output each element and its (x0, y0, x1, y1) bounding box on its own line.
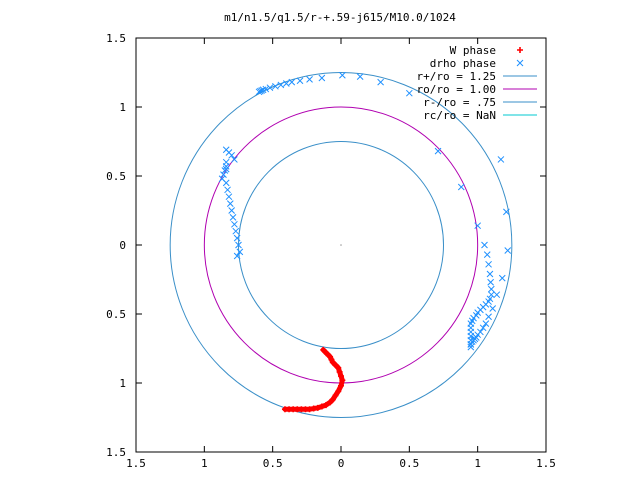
w-phase-series (281, 346, 346, 413)
legend-label: rc/ro = NaN (423, 109, 496, 122)
w-phase-point (322, 402, 329, 409)
drho-phase-point (339, 71, 346, 79)
drho-phase-point (235, 241, 242, 249)
y-tick-label: 1.5 (106, 32, 126, 45)
legend-label: r-/ro = .75 (423, 96, 496, 109)
drho-phase-point (232, 227, 240, 235)
drho-phase-point (467, 343, 475, 351)
y-tick-label: 1.5 (106, 446, 126, 459)
drho-phase-point (229, 214, 237, 221)
drho-phase-point (262, 85, 270, 93)
legend-sample (516, 59, 524, 67)
drho-phase-point (306, 76, 313, 83)
x-tick-label: 1.5 (536, 457, 556, 470)
drho-phase-point (434, 147, 442, 155)
drho-phase-point (318, 74, 326, 82)
x-tick-label: 0 (338, 457, 345, 470)
chart-title: m1/n1.5/q1.5/r-+.59-j615/M10.0/1024 (224, 11, 456, 24)
axes: 1.5 1 0.5 0 0.5 1 1.51.510.500.511.5 (106, 32, 556, 470)
drho-phase-point (224, 186, 231, 194)
drho-phase-point (493, 291, 501, 299)
drho-phase-point (485, 313, 492, 321)
circle-r-ro (169, 72, 513, 418)
drho-phase-point (222, 146, 230, 154)
drho-phase-point (377, 78, 384, 86)
drho-phase-point (228, 207, 236, 214)
drho-phase-point (356, 73, 364, 80)
y-tick-label: 0.5 (106, 308, 126, 321)
w-phase-point (332, 392, 339, 399)
y-tick-label: 0 (119, 239, 126, 252)
drho-phase-point (233, 234, 241, 242)
drho-phase-point (487, 285, 495, 293)
x-tick-label: 1 (201, 457, 208, 470)
w-phase-point (339, 377, 346, 384)
drho-phase-point (231, 220, 238, 228)
drho-phase-point (222, 179, 230, 187)
drho-phase-point (479, 324, 487, 332)
drho-phase-point (277, 81, 285, 89)
w-phase-point (314, 404, 321, 411)
w-phase-point (320, 346, 327, 353)
data-points (218, 71, 512, 413)
drho-phase-point (487, 291, 495, 299)
drho-phase-point (504, 247, 512, 254)
x-tick-label: 1 (474, 457, 481, 470)
drho-phase-point (485, 260, 492, 268)
drho-phase-point (487, 278, 495, 286)
drho-phase-point (266, 84, 274, 92)
x-tick-label: 1.5 (126, 457, 146, 470)
drho-phase-point (483, 251, 491, 259)
drho-phase-point (457, 183, 465, 191)
drho-phase-point (498, 274, 506, 282)
drho-phase-point (296, 77, 304, 85)
y-tick-label: 1 (119, 377, 126, 390)
w-phase-point (335, 388, 342, 395)
w-phase-point (329, 396, 336, 403)
drho-phase-point (288, 78, 296, 86)
drho-phase-point (497, 156, 505, 163)
reference-circles (169, 72, 513, 418)
drho-phase-point (226, 200, 234, 207)
drho-phase-point (486, 270, 494, 278)
w-phase-point (318, 403, 325, 410)
drho-phase-point (231, 156, 238, 163)
center-dot (340, 244, 342, 246)
drho-phase-point (482, 320, 490, 328)
drho-phase-point (481, 241, 488, 249)
drho-phase-point (220, 171, 227, 178)
w-phase-point (336, 368, 343, 375)
drho-phase-point (225, 193, 233, 201)
legend-label: ro/ro = 1.00 (417, 83, 496, 96)
x-tick-label: 0.5 (399, 457, 419, 470)
x-tick-label: 0.5 (263, 457, 283, 470)
w-phase-point (338, 373, 344, 380)
drho-phase-point (272, 82, 279, 90)
y-tick-label: 1 (119, 101, 126, 114)
legend-label: r+/ro = 1.25 (417, 70, 496, 83)
drho-phase-point (233, 252, 241, 260)
drho-phase-point (477, 328, 484, 336)
drho-phase-series (218, 71, 512, 351)
drho-phase-point (282, 80, 290, 87)
legend-label: drho phase (430, 57, 496, 70)
drho-phase-point (489, 305, 497, 312)
drho-phase-point (503, 208, 510, 216)
drho-phase-point (405, 89, 413, 97)
legend-label: W phase (450, 44, 496, 57)
w-phase-point (338, 382, 344, 389)
drho-phase-point (474, 222, 482, 230)
y-tick-label: 0.5 (106, 170, 126, 183)
drho-phase-point (222, 165, 230, 173)
drho-phase-point (222, 158, 230, 166)
drho-phase-point (236, 248, 244, 256)
legend-sample (517, 47, 523, 53)
